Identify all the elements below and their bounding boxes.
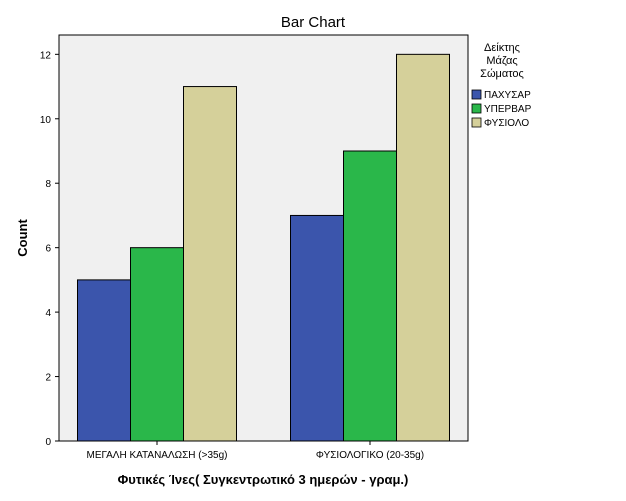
y-tick-label: 12 (40, 50, 52, 61)
legend-title: Σώματος (480, 68, 524, 80)
y-axis: 0 2 4 6 8 10 12 (40, 50, 59, 448)
y-tick-label: 10 (40, 115, 52, 126)
bar-2-cat-1 (130, 247, 184, 442)
legend-label: ΥΠΕΡΒΑΡ (484, 104, 532, 115)
legend-swatch (471, 89, 482, 100)
bar-1-cat-2 (290, 214, 344, 442)
chart-title: Bar Chart (281, 14, 346, 31)
bar-1-cat-1 (77, 279, 131, 442)
y-tick-label: 8 (45, 179, 51, 190)
category-labels: ΜΕΓΑΛΗ ΚΑΤΑΝΑΛΩΣΗ (>35g) ΦΥΣΙΟΛΟΓΙΚΟ (20-… (87, 441, 424, 461)
bar-3-cat-2 (396, 53, 450, 442)
y-axis-title: Count (15, 219, 30, 257)
y-tick-label: 6 (45, 244, 51, 255)
x-tick-label: ΦΥΣΙΟΛΟΓΙΚΟ (20-35g) (316, 450, 424, 461)
bar-3-cat-1 (183, 86, 237, 442)
x-axis-title: Φυτικές Ίνες( Συγκεντρωτικό 3 ημερών - γ… (118, 472, 409, 487)
legend-swatch (471, 117, 482, 128)
y-tick-label: 4 (45, 308, 51, 319)
legend-label: ΠΑΧΥΣΑΡ (484, 90, 531, 101)
bars (77, 53, 450, 442)
legend-swatch (471, 103, 482, 114)
legend-title: Μάζας (486, 55, 517, 67)
x-tick-label: ΜΕΓΑΛΗ ΚΑΤΑΝΑΛΩΣΗ (>35g) (87, 450, 228, 461)
y-tick-label: 2 (45, 373, 51, 384)
bar-2-cat-2 (343, 150, 397, 442)
legend-label: ΦΥΣΙΟΛΟ (484, 118, 529, 129)
y-tick-label: 0 (45, 437, 51, 448)
legend-title: Δείκτης (484, 42, 520, 54)
